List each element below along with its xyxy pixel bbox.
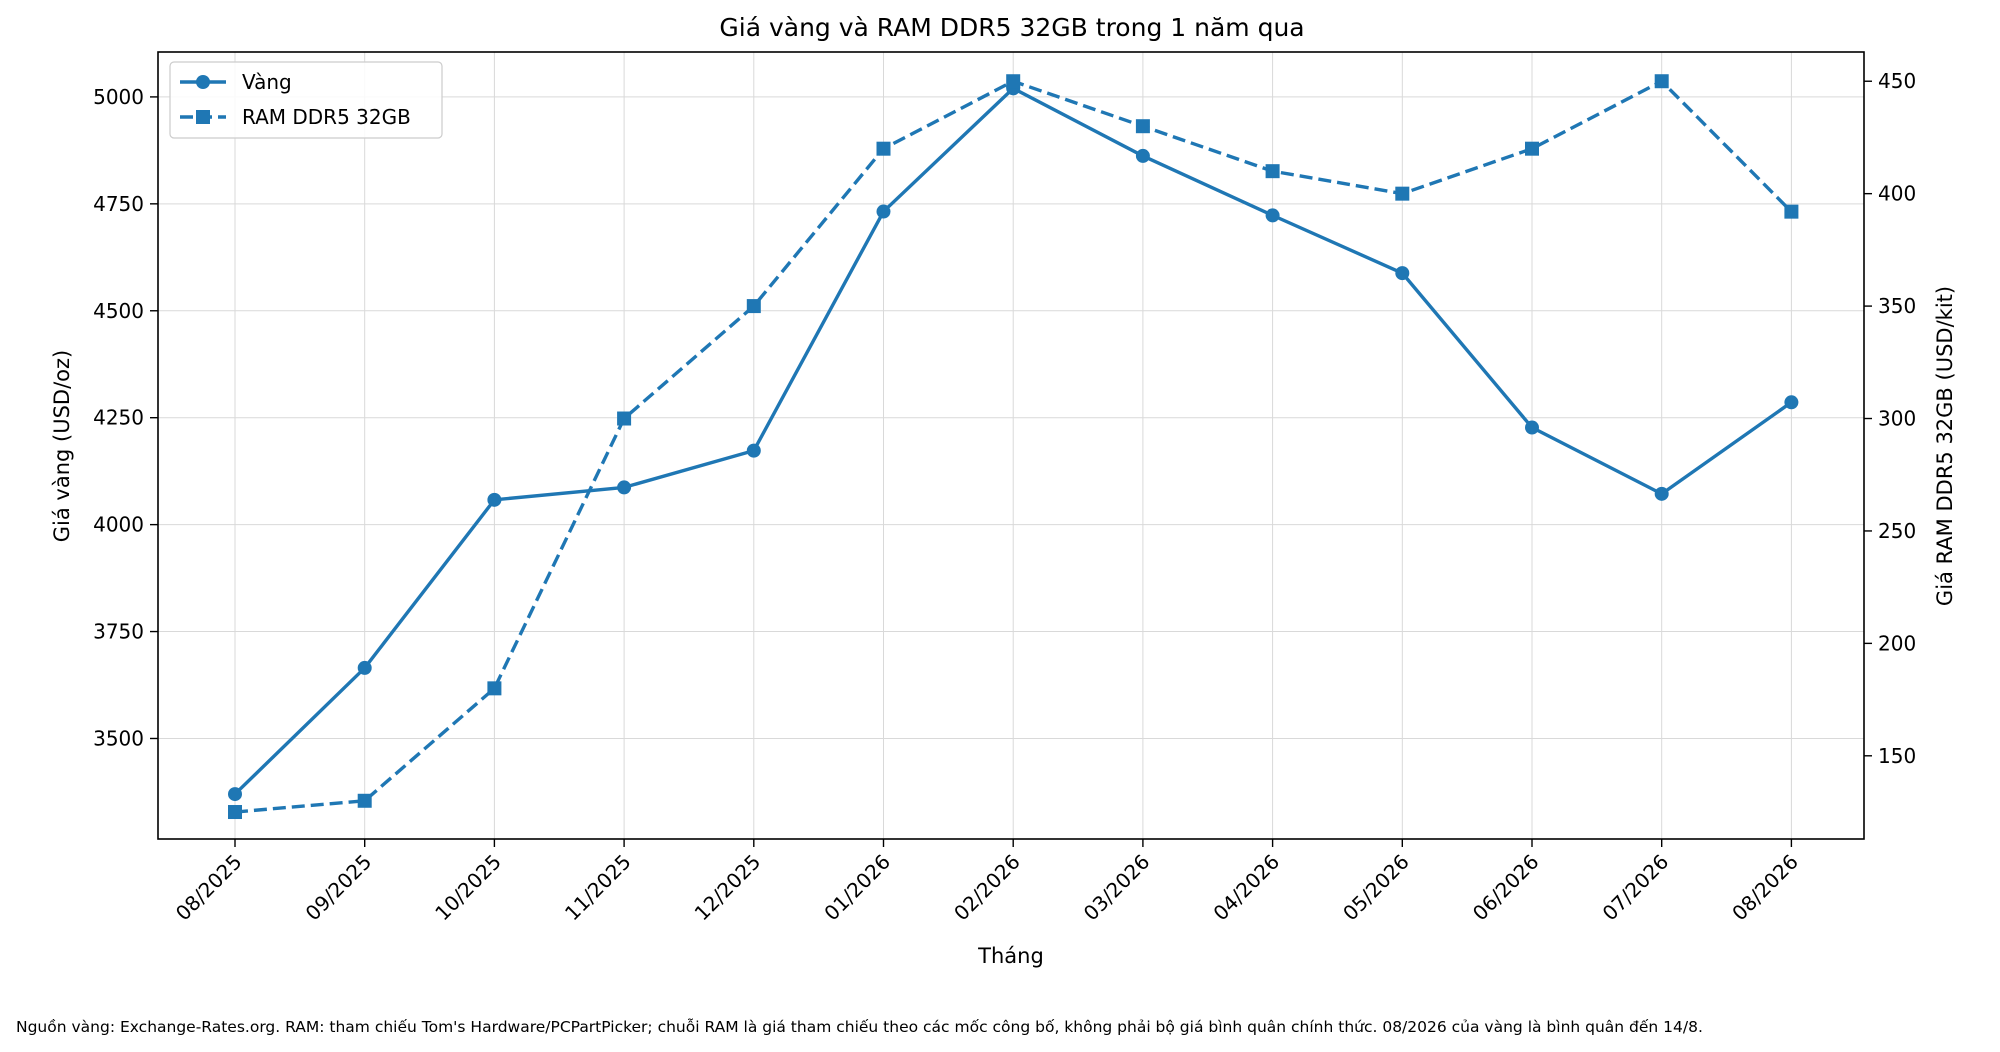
ram-point [487,681,502,696]
y-left-tick-label: 4000 [93,513,144,537]
x-tick-label: 03/2026 [1079,850,1155,926]
y-right-tick-label: 250 [1878,519,1916,543]
gold-point [1654,486,1669,501]
y-right-tick-label: 350 [1878,294,1916,318]
x-tick-label: 12/2025 [690,850,766,926]
x-tick-label: 07/2026 [1598,850,1674,926]
gold-point [357,660,372,675]
ram-point [617,411,632,426]
x-tick-label: 10/2025 [430,850,506,926]
legend-marker-circle [196,75,210,89]
x-tick-label: 08/2025 [171,850,247,926]
x-tick-label: 06/2026 [1468,850,1544,926]
x-tick-label: 11/2025 [560,850,636,926]
y-left-tick-label: 3500 [93,726,144,750]
gold-point [617,480,632,495]
gold-point [1395,266,1410,281]
x-tick-label: 08/2026 [1727,850,1803,926]
x-tick-label: 02/2026 [949,850,1025,926]
gold-point [228,787,242,802]
legend-box [169,61,443,139]
x-tick-label: 01/2026 [819,850,895,926]
gold-point [487,492,502,507]
gold-point [746,443,761,458]
source-footnote: Nguồn vàng: Exchange-Rates.org. RAM: tha… [16,1018,1703,1036]
legend-marker-square [196,110,210,124]
y-right-tick-label: 450 [1878,69,1916,93]
ram-point [357,793,372,808]
gold-point [1525,420,1539,435]
series-layer [228,74,1799,820]
x-tick-label: 04/2026 [1208,850,1284,926]
y-right-tick-label: 400 [1878,182,1916,206]
grid [158,52,1864,839]
legend-label: RAM DDR5 32GB [242,105,411,129]
gold-point [876,204,891,219]
x-tick-label: 05/2026 [1338,850,1414,926]
gold-point [1265,208,1280,223]
ram-point [746,299,761,314]
gold-point [1135,148,1150,163]
y-right-tick-label: 300 [1878,407,1916,431]
y-right-tick-label: 150 [1878,744,1916,768]
x-axis-label: Tháng [977,944,1044,968]
y-left-tick-label: 4750 [93,192,144,216]
legend-label: Vàng [242,70,292,94]
y-axis-right-label: Giá RAM DDR5 32GB (USD/kit) [1933,286,1957,606]
y-left-tick-label: 5000 [93,85,144,109]
dual-axis-line-chart: Giá vàng và RAM DDR5 32GB trong 1 năm qu… [50,13,1957,968]
gold-point [1784,395,1799,410]
ram-point [1265,164,1280,179]
ram-point [1395,186,1410,201]
ram-point [1525,141,1539,156]
y-right-tick-label: 200 [1878,631,1916,655]
chart-title: Giá vàng và RAM DDR5 32GB trong 1 năm qu… [719,13,1304,42]
plot-frame [157,51,1865,840]
y-axis-left-label: Giá vàng (USD/oz) [50,350,74,542]
y-left-tick-label: 3750 [93,620,144,644]
y-left-tick-label: 4250 [93,406,144,430]
y-left-tick-label: 4500 [93,299,144,323]
ram-point [876,141,891,156]
ram-point [1135,119,1150,134]
ram-point [1784,204,1799,219]
ram-point [1006,74,1021,89]
ram-point [228,805,242,820]
x-tick-label: 09/2025 [301,850,377,926]
legend: Vàng RAM DDR5 32GB [169,61,443,139]
ram-point [1654,74,1669,89]
